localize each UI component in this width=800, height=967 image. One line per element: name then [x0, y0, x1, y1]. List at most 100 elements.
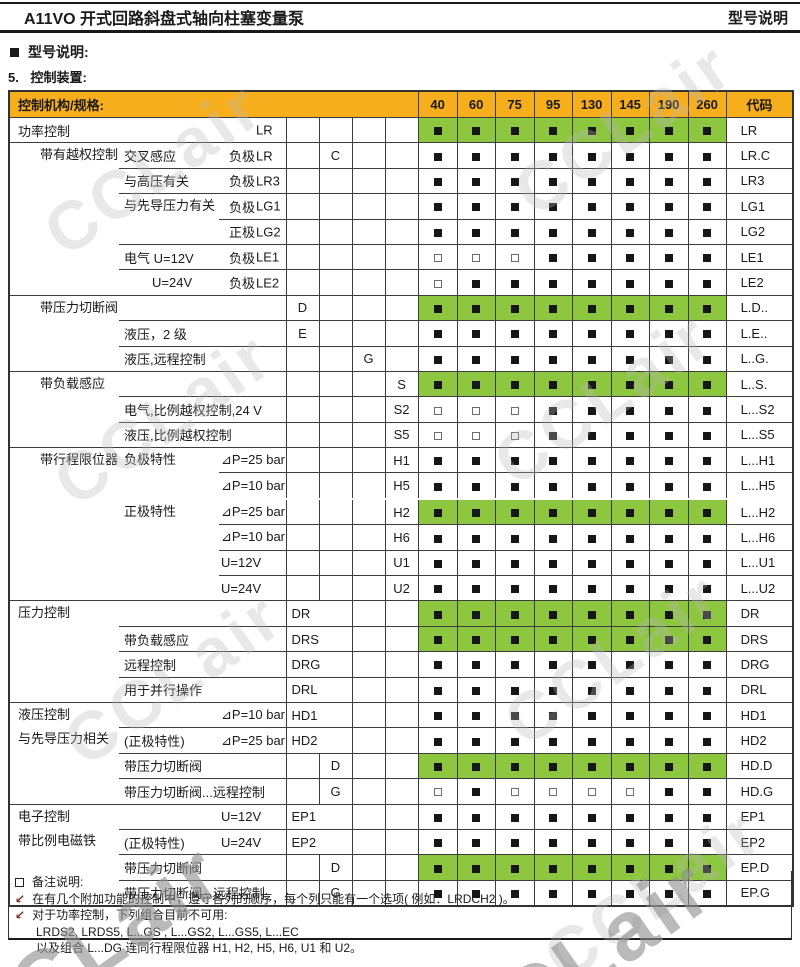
narrow-code-cell	[351, 727, 386, 754]
filled-square-mark	[472, 178, 481, 187]
availability-cell	[533, 549, 573, 577]
filled-square-mark	[626, 737, 635, 746]
polarity-label: 负极	[229, 276, 256, 292]
row-label-cell	[219, 295, 286, 322]
availability-cell	[456, 524, 496, 551]
row-label-cell: 带行程限位器	[9, 447, 119, 602]
narrow-code-cell	[285, 854, 320, 881]
availability-cell	[610, 142, 650, 169]
filled-square-mark	[664, 839, 673, 848]
row-label-cell	[119, 804, 219, 830]
row-label-cell	[119, 295, 219, 322]
size-column-header: 190	[648, 90, 689, 118]
filled-square-mark	[549, 534, 558, 543]
narrow-code-cell: U2	[384, 575, 419, 602]
filled-square-mark	[703, 839, 712, 848]
narrow-code-cell	[351, 803, 386, 830]
availability-cell	[610, 396, 650, 423]
availability-cell	[417, 320, 458, 347]
narrow-code-cell: S	[384, 370, 419, 398]
narrow-code-cell	[351, 218, 386, 245]
narrow-code-cell	[318, 269, 353, 296]
arrow-bullet-icon: ↙	[15, 891, 26, 906]
filled-square-mark	[664, 203, 673, 212]
narrow-code-cell	[351, 676, 386, 703]
filled-square-mark	[703, 864, 712, 873]
filled-square-mark	[587, 203, 596, 212]
filled-square-mark	[626, 279, 635, 288]
availability-cell	[571, 676, 612, 703]
row-label-cell: 带压力切断阀	[119, 753, 286, 780]
availability-cell	[648, 472, 689, 500]
filled-square-mark	[472, 482, 481, 491]
filled-square-mark	[549, 406, 558, 415]
availability-cell	[687, 727, 727, 754]
availability-cell	[494, 447, 535, 474]
narrow-code-cell	[351, 269, 386, 296]
narrow-code-cell: H1	[384, 447, 419, 474]
inline-code-label: LE2	[256, 275, 280, 291]
note-text: LRDS2, LRDS5, L...GS , L...GS2, L...GS5,…	[36, 924, 299, 939]
filled-square-mark	[472, 381, 481, 390]
availability-cell	[456, 828, 496, 856]
availability-cell	[456, 625, 496, 653]
row-label-cell: 负极特性	[119, 447, 219, 500]
availability-cell	[687, 651, 727, 678]
filled-square-mark	[703, 509, 712, 518]
filled-square-mark	[472, 127, 481, 136]
filled-square-mark	[472, 559, 481, 568]
notes-section: 备注说明: ↙ 在有几个附加功能的控制中，遵守各列的顺序，每个列只能有一个选项(…	[8, 871, 792, 955]
availability-cell	[687, 625, 727, 653]
row-label-cell: 带负载感应	[9, 371, 119, 449]
availability-cell	[533, 727, 573, 754]
narrow-code-cell	[318, 549, 353, 577]
availability-cell	[494, 854, 535, 881]
filled-square-mark	[433, 304, 442, 313]
filled-square-mark	[510, 686, 519, 695]
filled-square-mark	[587, 482, 596, 491]
filled-square-mark	[703, 279, 712, 288]
code-cell: L.E..	[725, 320, 794, 347]
filled-square-mark	[549, 381, 558, 390]
filled-square-mark	[510, 127, 519, 136]
narrow-code-cell	[318, 524, 353, 551]
availability-cell	[456, 676, 496, 703]
availability-cell	[571, 218, 612, 245]
note-line: 以及组合 L...DG 连同行程限位器 H1, H2, H5, H6, U1 和…	[9, 940, 791, 957]
narrow-code-cell	[351, 142, 386, 169]
availability-cell	[648, 524, 689, 551]
availability-cell	[417, 193, 458, 220]
availability-cell	[417, 447, 458, 474]
filled-square-mark	[472, 864, 481, 873]
row-label-cell: 与高压有关	[119, 168, 219, 195]
filled-square-mark	[549, 889, 558, 898]
availability-cell	[610, 193, 650, 220]
availability-cell	[456, 701, 496, 729]
filled-square-mark	[626, 585, 635, 594]
narrow-code-cell	[285, 524, 320, 551]
availability-cell	[494, 294, 535, 322]
narrow-code-cell	[384, 600, 419, 627]
filled-square-mark	[433, 534, 442, 543]
availability-cell	[610, 320, 650, 347]
availability-cell	[417, 345, 458, 372]
availability-cell	[456, 854, 496, 881]
filled-square-mark	[703, 178, 712, 187]
filled-square-mark	[587, 813, 596, 822]
availability-cell	[533, 701, 573, 729]
availability-cell	[456, 345, 496, 372]
availability-cell	[610, 472, 650, 500]
title-bar: A11VO 开式回路斜盘式轴向柱塞变量泵 型号说明	[0, 2, 800, 33]
availability-cell	[610, 243, 650, 271]
narrow-code-cell	[384, 345, 419, 372]
availability-cell	[687, 854, 727, 881]
narrow-code-cell	[285, 269, 320, 296]
availability-cell	[648, 218, 689, 245]
availability-cell	[571, 651, 612, 678]
inline-code-label: LR3	[256, 173, 280, 189]
availability-cell	[687, 752, 727, 780]
narrow-code-cell: EP2	[285, 828, 353, 856]
filled-square-mark	[703, 585, 712, 594]
availability-cell	[417, 676, 458, 703]
narrow-code-cell	[351, 828, 386, 856]
